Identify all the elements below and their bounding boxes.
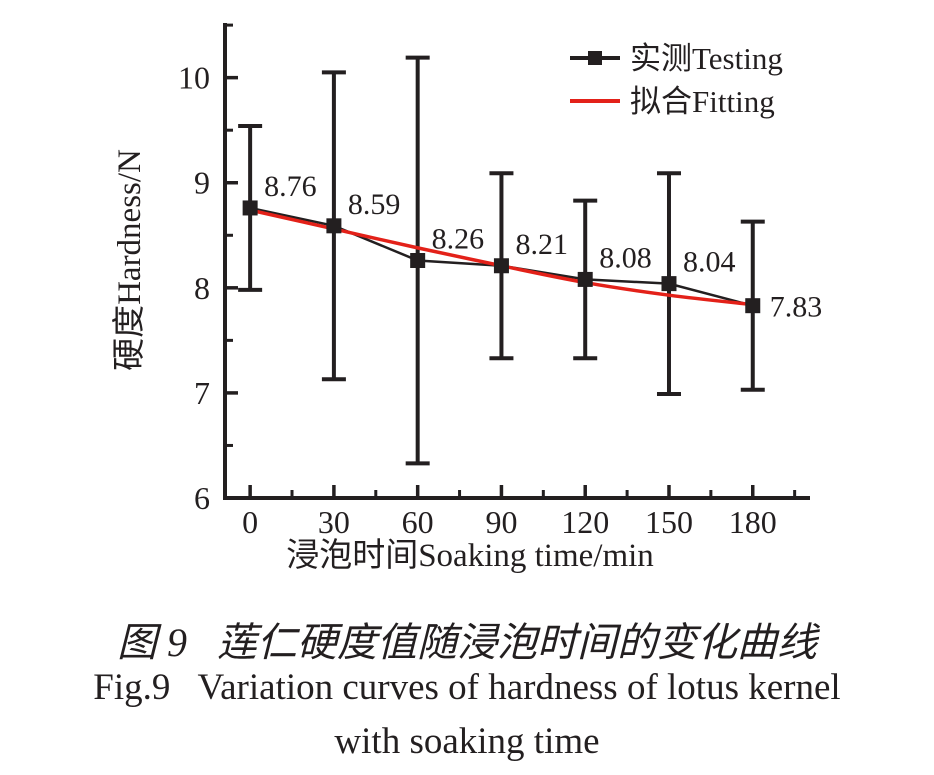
y-tick-label: 10 xyxy=(178,60,210,96)
legend-measured-marker xyxy=(588,51,602,65)
data-point-marker xyxy=(577,271,593,287)
x-tick-label: 150 xyxy=(645,504,693,540)
hardness-vs-soaking-time-chart: 6 7 8 9 10 0 30 60 90 120 150 180 浸泡时间Soaking time/m… xyxy=(111,23,823,574)
point-value-label: 8.26 xyxy=(432,223,485,256)
point-value-label: 8.21 xyxy=(515,228,568,261)
data-point-marker xyxy=(410,253,426,268)
y-tick-label: 8 xyxy=(194,270,210,306)
data-point-marker xyxy=(493,258,509,274)
point-value-label: 7.83 xyxy=(770,291,823,324)
x-axis-title: 浸泡时间Soaking time/min xyxy=(286,537,654,574)
x-tick-label: 60 xyxy=(402,504,434,540)
point-value-label: 8.59 xyxy=(348,188,401,221)
x-tick-label: 0 xyxy=(242,504,258,540)
point-value-label: 8.76 xyxy=(264,170,317,203)
y-tick-label: 9 xyxy=(194,165,210,201)
x-tick-label: 180 xyxy=(729,504,777,540)
y-axis-title: 硬度Hardness/N xyxy=(111,149,148,371)
x-tick-label: 120 xyxy=(561,504,609,540)
point-value-label: 8.08 xyxy=(599,241,652,274)
caption-chinese: 图 9 莲仁硬度值随浸泡时间的变化曲线 xyxy=(117,620,817,665)
data-point-marker xyxy=(661,276,677,292)
y-tick-label: 6 xyxy=(194,480,210,516)
caption-english-line1: Fig.9 Variation curves of hardness of lo… xyxy=(93,667,841,708)
x-tick-label: 90 xyxy=(485,504,517,540)
x-tick-label: 30 xyxy=(318,504,350,540)
legend-fitting-label: 拟合Fitting xyxy=(630,84,775,119)
caption-english-line2: with soaking time xyxy=(334,721,600,762)
data-point-marker xyxy=(326,218,342,234)
y-tick-label: 7 xyxy=(194,375,210,411)
point-value-label: 8.04 xyxy=(683,246,736,279)
data-point-marker xyxy=(745,298,761,314)
data-point-marker xyxy=(242,200,258,216)
legend-measured-label: 实测Testing xyxy=(630,41,783,76)
